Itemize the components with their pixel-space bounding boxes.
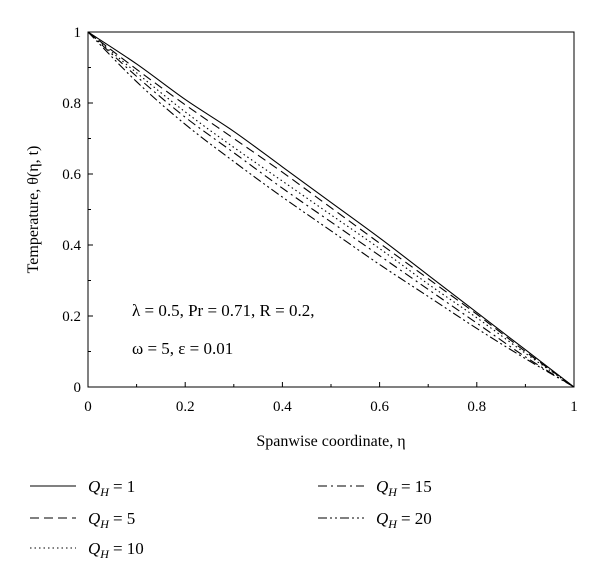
legend-item-3: QH = 15 [318,477,432,499]
plot-frame [87,31,575,388]
y-tick-label: 0.6 [62,167,81,183]
legend-label: QH = 1 [88,477,135,499]
tick-marks [87,31,575,388]
series-lines [87,31,575,388]
legend-item-4: QH = 20 [318,509,432,531]
y-tick-label: 0 [74,380,82,396]
legend-label: QH = 5 [88,509,135,531]
legend-label: QH = 10 [88,539,144,561]
x-tick-label: 0.6 [370,399,389,415]
x-tick-label: 0 [84,399,92,415]
y-tick-label: 0.8 [62,96,81,112]
tick-labels: 0 0.2 0.4 0.6 0.8 1 0 0.2 0.4 0.6 0.8 1 [62,25,578,415]
x-tick-label: 0.4 [273,399,292,415]
legend-item-2: QH = 10 [30,539,144,561]
legend-label: QH = 20 [376,509,432,531]
y-axis-title: Temperature, θ(η, t) [25,146,42,274]
y-tick-label: 0.2 [62,309,81,325]
annotation-line-2: ω = 5, ε = 0.01 [132,339,233,358]
x-tick-label: 1 [570,399,578,415]
x-tick-label: 0.2 [176,399,195,415]
series-line-3 [87,31,575,388]
series-line-2 [87,31,575,388]
series-line-0 [87,31,575,388]
series-line-1 [87,31,575,388]
legend-item-0: QH = 1 [30,477,135,499]
legend-label: QH = 15 [376,477,432,499]
y-tick-label: 1 [74,25,82,41]
legend: QH = 1 QH = 5 QH = 10 QH = 15 QH = 20 [30,477,432,561]
x-tick-label: 0.8 [467,399,486,415]
x-axis-title: Spanwise coordinate, η [256,433,405,450]
y-tick-label: 0.4 [62,238,81,254]
series-line-4 [87,31,575,388]
annotation-line-1: λ = 0.5, Pr = 0.71, R = 0.2, [132,301,314,320]
legend-item-1: QH = 5 [30,509,135,531]
